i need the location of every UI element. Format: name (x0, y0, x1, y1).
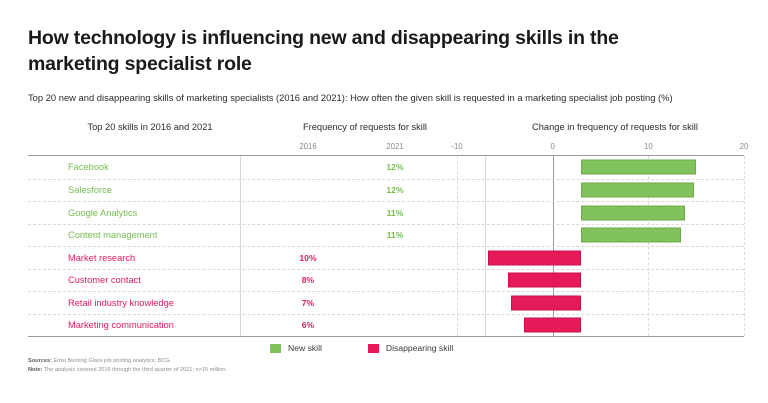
skill-label: Market research (68, 252, 136, 263)
bar (510, 295, 581, 311)
row-plot-area (485, 270, 768, 292)
table-row: Customer contact 8% (28, 268, 744, 292)
legend-label-disappearing-skill: Disappearing skill (385, 343, 454, 353)
chart-rows: Facebook 12% Salesforce 12% Google Analytics… (28, 156, 744, 336)
row-plot-area (485, 156, 768, 179)
bar (580, 227, 682, 243)
column-header-skills: Top 20 skills in 2016 and 2021 (87, 122, 213, 132)
value-2016: 10% (299, 252, 317, 263)
skill-label: Facebook (68, 162, 109, 173)
table-row: Retail industry knowledge 7% (28, 291, 744, 314)
legend-swatch-new-skill (270, 343, 281, 353)
x-tick--10: -10 (451, 142, 463, 151)
value-2016: 8% (301, 275, 315, 286)
bar (580, 205, 685, 221)
row-plot-area (485, 225, 768, 247)
x-tick-20: 20 (739, 142, 749, 151)
sources-label: Sources: (28, 358, 52, 364)
page-title: How technology is influencing new and di… (28, 27, 619, 75)
legend-item-new-skill: New skill (270, 343, 322, 353)
legend-label-new-skill: New skill (288, 343, 322, 353)
value-2021: 12% (386, 162, 404, 173)
footnotes: Sources: Emsi Burning Glass job posting … (28, 357, 227, 375)
skill-label: Customer contact (68, 275, 141, 286)
sub-header-2021: 2021 (386, 142, 404, 151)
table-bottom-rule (28, 336, 744, 337)
note-label: Note: (28, 367, 43, 374)
skill-label: Content management (68, 230, 158, 241)
table-row: Content management 11% (28, 223, 744, 247)
value-2016: 6% (301, 320, 315, 331)
table-row: Facebook 12% (28, 156, 744, 179)
row-plot-area (485, 315, 768, 337)
x-tick-0: 0 (550, 142, 555, 151)
value-2016: 7% (301, 297, 315, 308)
bar (580, 182, 694, 198)
skill-label: Google Analytics (68, 207, 138, 218)
skill-label: Salesforce (68, 185, 112, 196)
row-plot-area (485, 247, 768, 269)
table-row: Marketing communication 6% (28, 313, 744, 337)
value-2021: 11% (386, 230, 404, 241)
bar (580, 159, 697, 175)
table-row: Market research 10% (28, 246, 744, 269)
table-row: Salesforce 12% (28, 178, 744, 202)
skill-label: Retail industry knowledge (68, 297, 174, 308)
table-top-rule (28, 155, 744, 156)
bar (524, 317, 581, 333)
row-plot-area (485, 292, 768, 314)
column-header-change: Change in frequency of requests for skil… (532, 122, 698, 132)
chart-legend: New skill Disappearing skill (270, 343, 453, 353)
bar (507, 272, 581, 288)
x-tick-10: 10 (643, 142, 653, 151)
note-text: The analysis covered 2016 through the th… (43, 367, 228, 374)
chart-subtitle: Top 20 new and disappearing skills of ma… (28, 92, 673, 103)
sources-text: Emsi Burning Glass job posting analytics… (53, 358, 172, 364)
gridline-20 (744, 156, 746, 336)
row-plot-area (485, 180, 768, 202)
legend-item-disappearing-skill: Disappearing skill (367, 343, 454, 353)
table-row: Google Analytics 11% (28, 201, 744, 224)
skill-label: Marketing communication (68, 320, 174, 331)
bar (487, 250, 581, 266)
legend-swatch-disappearing-skill (367, 343, 379, 353)
row-plot-area (485, 202, 768, 224)
sources-line: Sources: Emsi Burning Glass job posting … (28, 357, 227, 366)
column-header-frequency: Frequency of requests for skill (302, 122, 427, 132)
value-2021: 11% (386, 207, 404, 218)
value-2021: 12% (386, 185, 404, 196)
sub-header-2016: 2016 (299, 142, 317, 151)
note-line: Note: The analysis covered 2016 through … (28, 366, 227, 375)
